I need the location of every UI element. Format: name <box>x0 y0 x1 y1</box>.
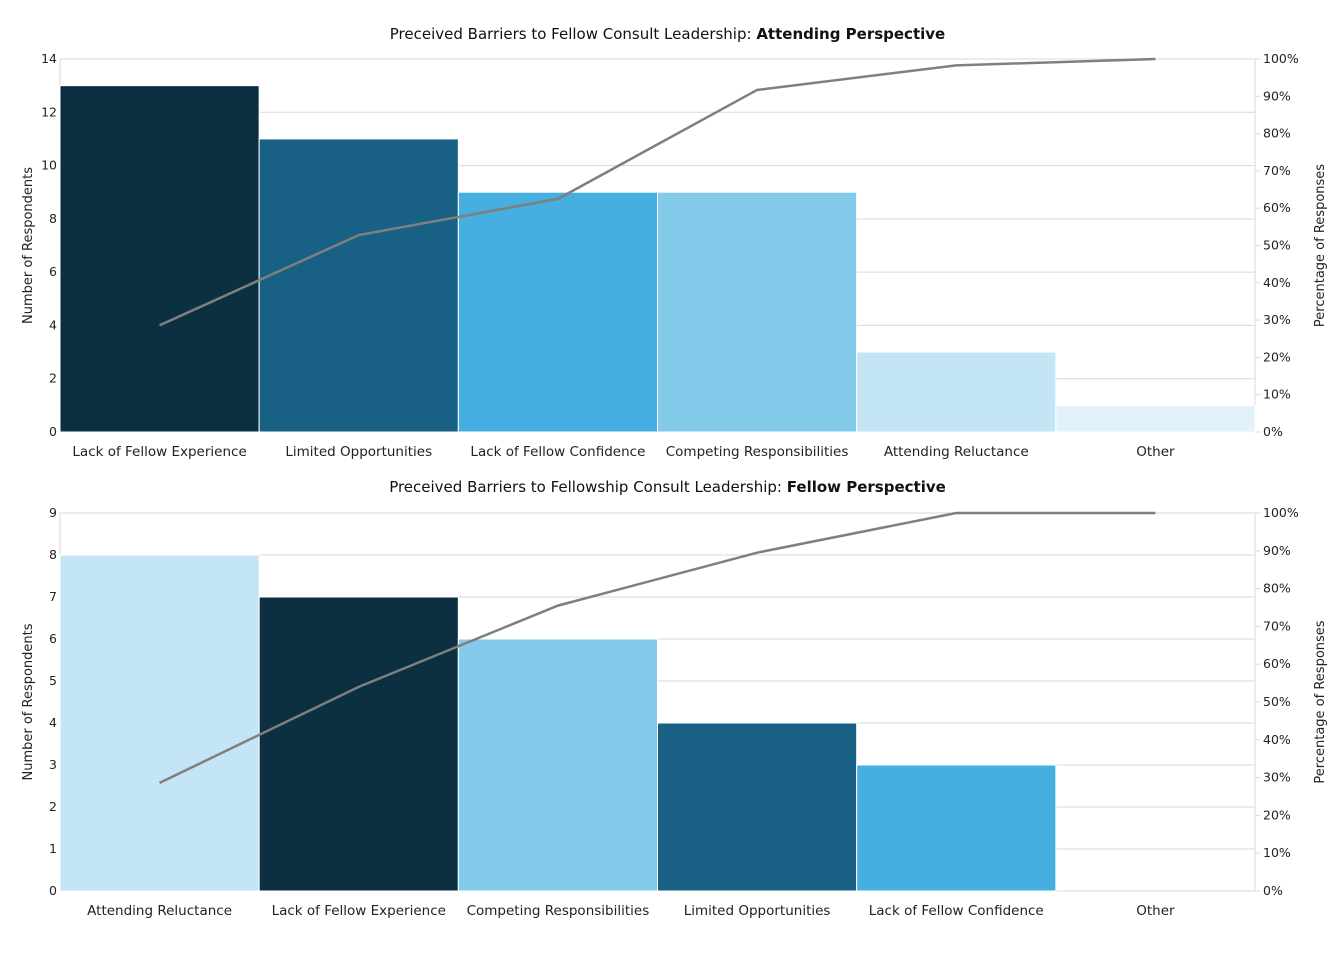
category-label: Attending Reluctance <box>87 903 232 919</box>
y2-tick-label: 70% <box>1263 163 1291 178</box>
chart-title-bold: Attending Perspective <box>756 25 945 43</box>
y2-tick-label: 100% <box>1263 51 1299 66</box>
y2-tick-label: 90% <box>1263 88 1291 103</box>
y-axis-label: Number of Respondents <box>21 623 36 780</box>
y2-tick-label: 40% <box>1263 732 1291 747</box>
bar-4 <box>657 191 858 433</box>
bar-1 <box>59 85 260 433</box>
y2-tick-label: 100% <box>1263 505 1299 520</box>
category-label: Attending Reluctance <box>884 444 1029 460</box>
category-label: Lack of Fellow Confidence <box>470 444 645 460</box>
category-label: Other <box>1136 444 1175 460</box>
chart-1: Preceived Barriers to Fellow Consult Lea… <box>21 25 1328 460</box>
chart-title-bold: Fellow Perspective <box>787 478 946 496</box>
bar-5 <box>856 764 1057 892</box>
y-axis-label: Number of Respondents <box>21 167 36 324</box>
category-label: Lack of Fellow Experience <box>72 444 246 460</box>
category-label: Competing Responsibilities <box>467 903 650 919</box>
category-label: Other <box>1136 903 1175 919</box>
chart-title-text: Preceived Barriers to Fellowship Consult… <box>389 478 787 496</box>
y-tick-label: 4 <box>49 317 57 332</box>
chart-2: Preceived Barriers to Fellowship Consult… <box>21 478 1328 919</box>
y-tick-label: 5 <box>49 673 57 688</box>
y-tick-label: 9 <box>49 505 57 520</box>
bar-4 <box>657 722 858 892</box>
category-label: Competing Responsibilities <box>666 444 849 460</box>
category-label: Lack of Fellow Confidence <box>869 903 1044 919</box>
y2-tick-label: 10% <box>1263 845 1291 860</box>
y2-tick-label: 70% <box>1263 618 1291 633</box>
bar-2 <box>258 596 459 892</box>
chart-title: Preceived Barriers to Fellow Consult Lea… <box>390 25 945 43</box>
y-tick-label: 0 <box>49 424 57 439</box>
bar-1 <box>59 554 260 892</box>
y2-tick-label: 80% <box>1263 126 1291 141</box>
bar-2 <box>258 138 459 433</box>
y-tick-label: 2 <box>49 371 57 386</box>
y-tick-label: 7 <box>49 589 57 604</box>
y-tick-label: 12 <box>41 104 57 119</box>
y-tick-label: 8 <box>49 211 57 226</box>
category-label: Limited Opportunities <box>684 903 831 919</box>
y2-tick-label: 10% <box>1263 387 1291 402</box>
y2-tick-label: 60% <box>1263 656 1291 671</box>
y2-tick-label: 0% <box>1263 424 1283 439</box>
y2-tick-label: 60% <box>1263 200 1291 215</box>
y-tick-label: 4 <box>49 715 57 730</box>
y-tick-label: 0 <box>49 883 57 898</box>
y2-axis-label: Percentage of Responses <box>1313 164 1328 327</box>
bar-5 <box>856 351 1057 433</box>
y2-tick-label: 20% <box>1263 349 1291 364</box>
y2-tick-label: 40% <box>1263 275 1291 290</box>
y-tick-label: 6 <box>49 264 57 279</box>
y2-tick-label: 30% <box>1263 770 1291 785</box>
y-tick-label: 10 <box>41 158 57 173</box>
y2-tick-label: 80% <box>1263 581 1291 596</box>
y-tick-label: 2 <box>49 799 57 814</box>
bar-3 <box>457 638 659 892</box>
y2-tick-label: 90% <box>1263 543 1291 558</box>
y2-tick-label: 50% <box>1263 238 1291 253</box>
cumulative-percent-line <box>159 57 1156 327</box>
chart-title-text: Preceived Barriers to Fellow Consult Lea… <box>390 25 757 43</box>
y2-axis-label: Percentage of Responses <box>1313 620 1328 783</box>
bar-6 <box>1055 404 1256 433</box>
category-label: Limited Opportunities <box>285 444 432 460</box>
y2-tick-label: 30% <box>1263 312 1291 327</box>
y-tick-label: 6 <box>49 631 57 646</box>
bar-3 <box>457 191 659 433</box>
cumulative-percent-line <box>159 511 1156 785</box>
y-tick-label: 14 <box>41 51 57 66</box>
chart-title: Preceived Barriers to Fellowship Consult… <box>389 478 946 496</box>
y2-tick-label: 20% <box>1263 807 1291 822</box>
y-tick-label: 3 <box>49 757 57 772</box>
y2-tick-label: 0% <box>1263 883 1283 898</box>
y-tick-label: 8 <box>49 547 57 562</box>
y2-tick-label: 50% <box>1263 694 1291 709</box>
category-label: Lack of Fellow Experience <box>272 903 446 919</box>
y-tick-label: 1 <box>49 841 57 856</box>
